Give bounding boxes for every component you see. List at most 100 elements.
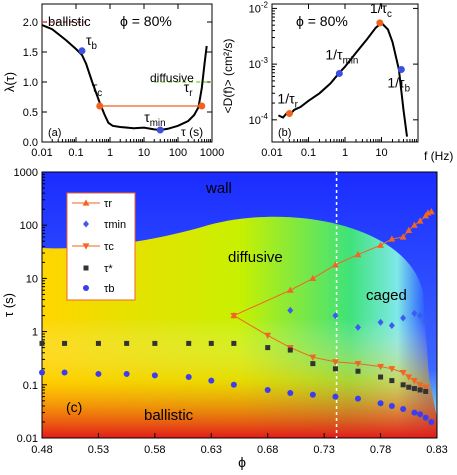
data-point-4 (411, 409, 418, 416)
x-tick-label-b: 0.01 (261, 147, 282, 159)
data-point-4 (61, 369, 68, 376)
y-axis-label-b: <D(f)> (cm²/s) (221, 39, 235, 114)
x-tick-label-a: 1000 (200, 147, 224, 159)
marker-label-a-b: τb (86, 32, 98, 52)
x-tick-label-a: 0.01 (31, 147, 52, 159)
panel-label-b: (b) (278, 127, 291, 139)
ballistic-label-a: ballistic (48, 14, 91, 29)
data-point-4 (388, 402, 395, 409)
data-point-2 (230, 312, 238, 320)
data-point-3 (287, 347, 293, 353)
region-label-caged: caged (366, 287, 407, 304)
data-point-0 (377, 241, 384, 248)
data-point-4 (309, 391, 316, 398)
y-tick-label-c: 1 (32, 327, 38, 339)
series-1 (287, 306, 429, 331)
x-tick-label-c: 0.63 (201, 444, 222, 456)
data-point-4 (230, 381, 237, 388)
data-point-4 (39, 369, 45, 376)
data-point-0 (399, 233, 407, 240)
data-point-3 (265, 345, 271, 351)
x-tick-label-c: 0.53 (88, 444, 109, 456)
x-axis-label-c: ϕ (238, 454, 246, 470)
y-tick-label-c: 0.01 (17, 433, 38, 445)
marker-label-a-r: τr (184, 79, 194, 99)
y-tick-exp-b: -3 (261, 56, 269, 65)
data-point-4 (355, 395, 361, 402)
marker-label-a-min: τmin (144, 109, 165, 129)
legend-label-2: τc (104, 241, 114, 253)
y-tick-label-b: 10-3 (249, 56, 269, 71)
marker-label-a-b-main: τ (86, 32, 92, 48)
data-point-3 (355, 368, 361, 374)
data-point-1 (400, 314, 407, 322)
data-point-4 (95, 370, 102, 377)
marker-b-r (285, 109, 293, 117)
data-point-3 (332, 366, 338, 372)
marker-label-b-c-main: 1/τ (370, 0, 388, 16)
legend: τr τmin τc τ* τb (66, 192, 136, 301)
marker-b-b (397, 66, 405, 74)
series-3 (39, 340, 429, 394)
data-point-3 (310, 361, 316, 367)
legend-marker-0 (82, 199, 90, 206)
data-point-1 (332, 312, 339, 320)
data-point-4 (400, 406, 407, 413)
panel-c: 0.48 0.53 0.58 0.63 0.68 0.73 0.78 0.83 0.01 0.1 1… (1, 167, 448, 470)
data-point-0 (388, 235, 396, 242)
data-point-3 (417, 387, 423, 393)
data-point-3 (406, 384, 412, 390)
region-label-ballistic: ballistic (144, 407, 194, 424)
x-tick-label-c: 0.48 (31, 444, 52, 456)
y-axis-label-a: λ(τ) (2, 72, 17, 92)
y-tick-label-a: 2.0 (23, 17, 38, 29)
marker-b-c (376, 19, 384, 27)
data-point-1 (411, 309, 418, 317)
data-point-1 (287, 306, 294, 314)
y-tick-label-b: 10-2 (249, 0, 269, 15)
data-point-2 (405, 374, 413, 381)
data-point-4 (287, 390, 294, 397)
data-point-3 (231, 340, 237, 346)
x-tick-label-c: 0.83 (426, 444, 447, 456)
data-point-2 (388, 366, 396, 373)
marker-label-a-c-sub: c (97, 88, 102, 99)
x-tick-label-c: 0.73 (313, 444, 334, 456)
data-point-3 (186, 340, 192, 346)
marker-label-a-c-main: τ (92, 79, 98, 95)
legend-label-0: τr (104, 198, 112, 210)
data-point-1 (388, 322, 395, 330)
data-point-4 (332, 393, 339, 400)
data-point-3 (208, 340, 214, 346)
marker-label-a-min-main: τ (144, 109, 150, 125)
x-tick-label-c: 0.78 (370, 444, 391, 456)
data-point-4 (417, 411, 424, 418)
legend-label-1: τmin (104, 219, 126, 231)
data-point-4 (208, 377, 215, 384)
marker-label-b-b: 1/τb (387, 75, 410, 95)
data-point-3 (95, 340, 101, 346)
legend-label-4: τb (104, 283, 114, 295)
data-point-1 (355, 323, 361, 331)
x-tick-label-a: 1 (107, 147, 113, 159)
phi-label-b: ϕ = 80% (296, 13, 348, 29)
data-point-3 (400, 382, 406, 388)
data-point-2 (411, 377, 418, 385)
data-point-3 (39, 340, 45, 346)
series-2 (230, 312, 430, 391)
y-tick-label-a: 1.5 (23, 47, 38, 59)
x-tick-label-c: 0.58 (144, 444, 165, 456)
data-point-4 (422, 414, 429, 421)
marker-label-a-r-sub: r (189, 88, 193, 99)
x-axis-label-a: τ (s) (181, 125, 203, 139)
data-point-4 (264, 386, 271, 393)
data-point-0 (332, 261, 339, 268)
y-tick-exp-b: -2 (261, 0, 269, 9)
panel-label-c: (c) (66, 399, 82, 415)
plot-frame-c (41, 171, 438, 439)
legend-marker-3 (83, 265, 89, 271)
data-point-1 (417, 312, 424, 320)
y-tick-base-b: 10 (249, 3, 261, 15)
series-0 (230, 208, 435, 319)
